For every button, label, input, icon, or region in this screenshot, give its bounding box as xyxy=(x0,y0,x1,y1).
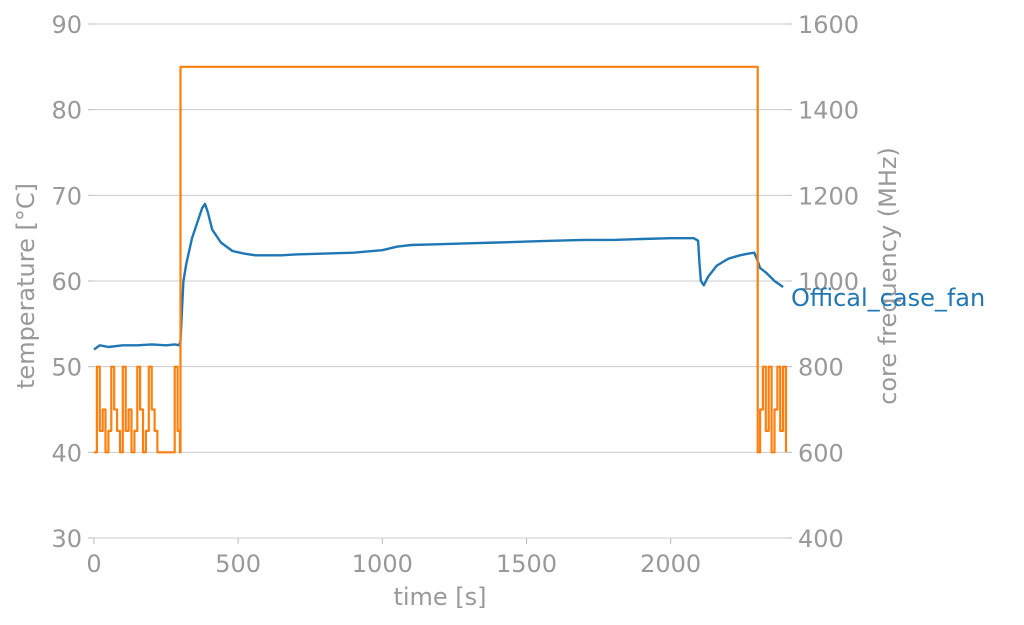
y2-tick-label: 600 xyxy=(798,439,844,467)
y-tick-label: 30 xyxy=(51,525,82,553)
x-tick-label: 2000 xyxy=(640,550,701,578)
y-tick-label: 90 xyxy=(51,11,82,39)
y-tick-label: 70 xyxy=(51,182,82,210)
x-tick-label: 0 xyxy=(86,550,101,578)
y-tick-label: 40 xyxy=(51,439,82,467)
y2-axis-title: core frequency (MHz) xyxy=(874,147,902,405)
grid-lines xyxy=(94,23,786,539)
series-label: Offical_case_fan xyxy=(791,284,985,312)
y2-tick-label: 800 xyxy=(798,354,844,382)
x-tick-label: 1500 xyxy=(496,550,557,578)
series-line-1 xyxy=(94,65,788,454)
series-line-0 xyxy=(93,202,784,351)
series-lines xyxy=(93,65,788,454)
x-tick-label: 1000 xyxy=(352,550,413,578)
y2-tick-label: 1400 xyxy=(798,97,859,125)
tick-labels: 30 40 50 60 70 80 90 400 600 800 1000 1200 1400 1600 0… xyxy=(51,11,859,578)
axes xyxy=(88,23,792,544)
y-axis-title: temperature [°C] xyxy=(12,183,40,389)
y-tick-label: 80 xyxy=(51,97,82,125)
x-axis-title: time [s] xyxy=(393,583,486,611)
y2-tick-label: 1000 xyxy=(798,268,859,296)
x-tick-label: 500 xyxy=(215,550,261,578)
y2-tick-label: 400 xyxy=(798,525,844,553)
y-tick-label: 60 xyxy=(51,268,82,296)
y-tick-label: 50 xyxy=(51,354,82,382)
y2-tick-label: 1600 xyxy=(798,11,859,39)
y2-tick-label: 1200 xyxy=(798,182,859,210)
